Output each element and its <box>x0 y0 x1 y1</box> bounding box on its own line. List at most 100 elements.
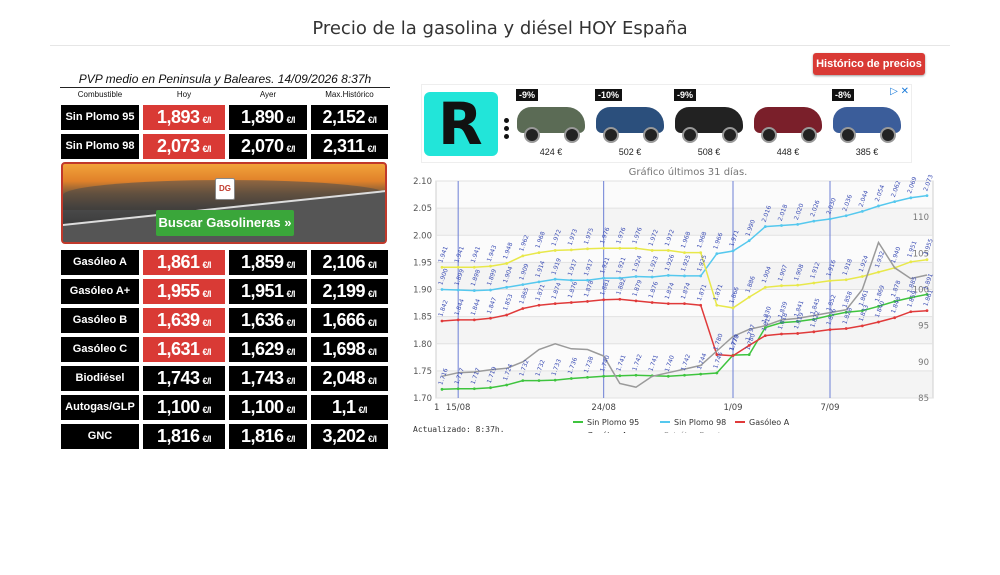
series-point <box>763 326 767 329</box>
series-point <box>828 314 832 317</box>
discount-badge: -10% <box>595 89 623 101</box>
series-point <box>780 284 783 288</box>
series-point <box>699 274 703 278</box>
discount-badge: -9% <box>516 89 539 101</box>
series-line <box>441 240 928 389</box>
wheel-icon <box>643 127 659 143</box>
unit-label: €/l <box>286 289 296 299</box>
y2-tick-label: 90 <box>918 358 929 368</box>
price-today-sin-plomo-95: 1,893 €/l <box>143 105 225 130</box>
fuel-name-gas-leo-c: Gasóleo C <box>61 337 139 362</box>
ad-logo-icon: R <box>424 90 498 158</box>
header-combustible: Combustible <box>77 90 123 99</box>
series-point <box>763 334 767 338</box>
series-point <box>909 296 913 300</box>
series-point <box>763 285 767 289</box>
price-today-gnc: 1,816 €/l <box>143 424 225 449</box>
series-point <box>893 316 897 320</box>
series-point <box>472 318 476 322</box>
price-max-biodi-sel: 2,048 €/l <box>311 366 388 391</box>
price-yesterday-gas-leo-a: 1,859 €/l <box>229 250 307 275</box>
series-point <box>747 239 751 243</box>
series-point <box>877 204 880 208</box>
series-point <box>586 300 589 303</box>
series-point <box>780 321 783 324</box>
unit-label: €/l <box>202 434 212 444</box>
series-point <box>553 378 557 382</box>
wheel-icon <box>603 127 619 143</box>
series-point <box>747 295 751 299</box>
price-max-gas-leo-a-: 2,199 €/l <box>311 279 388 304</box>
ad-car-item[interactable]: -10% 502 € <box>593 85 667 162</box>
series-point <box>489 264 492 268</box>
series-point <box>715 252 719 256</box>
unit-label: €/l <box>286 115 296 125</box>
unit-label: €/l <box>368 376 377 386</box>
series-point <box>699 251 703 255</box>
series-point <box>796 283 800 287</box>
price-today-gas-leo-b: 1,639 €/l <box>143 308 225 333</box>
series-point <box>925 309 929 313</box>
search-stations-button[interactable]: Buscar Gasolineras » <box>156 210 294 236</box>
series-point <box>650 301 654 304</box>
fuel-name-gnc: GNC <box>61 424 139 449</box>
ad-car-item[interactable]: -9% 424 € <box>514 85 588 162</box>
price-yesterday-sin-plomo-95: 1,890 €/l <box>229 105 307 130</box>
price-today-biodi-sel: 1,743 €/l <box>143 366 225 391</box>
series-point <box>909 310 913 314</box>
series-point <box>634 299 638 303</box>
adchoices-icon[interactable]: ▷ ✕ <box>890 86 909 97</box>
series-point <box>602 276 606 280</box>
series-point <box>893 300 897 303</box>
series-point <box>456 387 460 391</box>
series-point <box>537 280 541 284</box>
series-point <box>521 254 525 258</box>
unit-label: €/l <box>368 318 377 328</box>
series-point <box>844 310 848 314</box>
unit-label: €/l <box>202 144 212 154</box>
series-point <box>828 279 832 283</box>
series-point <box>699 303 703 307</box>
series-point <box>780 224 783 227</box>
header-hoy: Hoy <box>176 90 192 99</box>
unit-label: €/l <box>202 289 212 299</box>
series-point <box>602 246 606 250</box>
fuel-name-autogas-glp: Autogas/GLP <box>61 395 139 420</box>
fuel-name-sin-plomo-98: Sin Plomo 98 <box>61 134 139 159</box>
unit-label: €/l <box>286 434 296 444</box>
series-point <box>537 251 541 255</box>
ad-car-item[interactable]: 448 € <box>751 85 825 162</box>
historic-prices-button[interactable]: Histórico de precios » <box>813 53 925 92</box>
series-point <box>812 219 816 223</box>
wheel-icon <box>524 127 540 143</box>
ad-car-item[interactable]: -9% 508 € <box>672 85 746 162</box>
price-max-autogas-glp: 1,1 €/l <box>311 395 388 420</box>
series-point <box>537 303 541 307</box>
series-point <box>569 248 573 252</box>
series-point <box>715 353 719 356</box>
price-yesterday-autogas-glp: 1,100 €/l <box>229 395 307 420</box>
discount-badge: -8% <box>832 89 855 101</box>
series-point <box>925 194 929 198</box>
title-divider <box>50 45 950 46</box>
series-point <box>812 330 816 334</box>
price-today-sin-plomo-98: 2,073 €/l <box>143 134 225 159</box>
unit-label: €/l <box>286 376 296 386</box>
series-point <box>634 373 638 377</box>
series-point <box>731 306 735 310</box>
price-yesterday-sin-plomo-98: 2,070 €/l <box>229 134 307 159</box>
y2-tick-label: 105 <box>913 249 929 259</box>
search-stations-banner[interactable]: DG Buscar Gasolineras » <box>61 162 387 244</box>
series-point <box>521 307 525 310</box>
series-point <box>666 374 670 378</box>
series-point <box>440 265 444 269</box>
unit-label: €/l <box>286 318 296 328</box>
series-point <box>489 288 492 292</box>
ad-car-item[interactable]: -8% 385 € <box>830 85 904 162</box>
unit-label: €/l <box>202 260 212 270</box>
y2-tick-label: 110 <box>913 213 929 223</box>
ad-banner[interactable]: R -9% 424 € -10% 502 € -9% 508 € 448 € -8% 385 €… <box>421 84 912 163</box>
series-point <box>440 319 444 323</box>
x-tick-label: 7/09 <box>820 403 839 413</box>
unit-label: €/l <box>202 115 212 125</box>
